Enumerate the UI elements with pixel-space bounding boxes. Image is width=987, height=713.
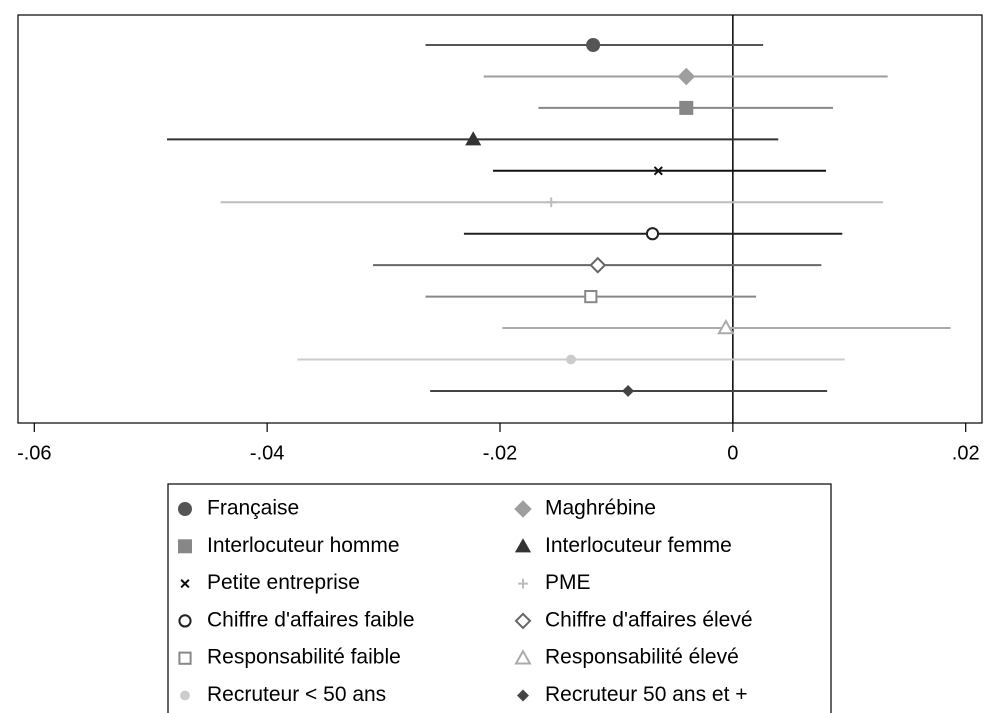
x-tick-label: -.06 [17, 442, 51, 464]
legend-label: Petite entreprise [207, 571, 360, 594]
legend-label: Responsabilité faible [207, 646, 401, 669]
legend-label: Interlocuteur homme [207, 534, 400, 557]
x-tick-label: 0 [727, 442, 738, 464]
legend-marker [514, 649, 532, 665]
legend-marker [178, 502, 192, 516]
legend-label: Recruteur 50 ans et + [545, 683, 748, 706]
legend-label: PME [545, 571, 591, 594]
legend-marker [514, 500, 532, 518]
marker [589, 256, 607, 274]
marker [677, 67, 696, 86]
marker [717, 319, 735, 335]
legend-label: Chiffre d'affaires élevé [545, 608, 753, 631]
marker [584, 290, 598, 304]
legend-box [167, 483, 832, 713]
legend-marker [517, 689, 529, 702]
x-tick-label: -.02 [483, 442, 517, 464]
legend-marker [178, 614, 192, 628]
legend-marker [178, 651, 192, 665]
x-tick-label: .02 [952, 442, 980, 464]
plot-frame [17, 14, 983, 424]
legend-label: Interlocuteur femme [545, 534, 732, 557]
legend-label: Maghrébine [545, 497, 656, 520]
legend-marker [518, 578, 528, 589]
legend-label: Chiffre d'affaires faible [207, 608, 415, 631]
marker [645, 227, 660, 241]
marker [679, 100, 694, 115]
marker [622, 385, 635, 397]
marker [566, 354, 576, 365]
legend-marker [178, 539, 192, 554]
legend-marker [180, 690, 190, 701]
marker [586, 38, 601, 52]
marker [546, 197, 557, 208]
legend-marker [514, 538, 532, 553]
x-tick-label: -.04 [250, 442, 284, 464]
marker [653, 166, 663, 176]
legend-marker [180, 579, 190, 589]
legend-label: Responsabilité élevé [545, 646, 739, 669]
legend-label: Recruteur < 50 ans [207, 683, 386, 706]
legend-label: Française [207, 497, 299, 520]
marker [465, 131, 482, 146]
legend-marker [514, 612, 532, 630]
